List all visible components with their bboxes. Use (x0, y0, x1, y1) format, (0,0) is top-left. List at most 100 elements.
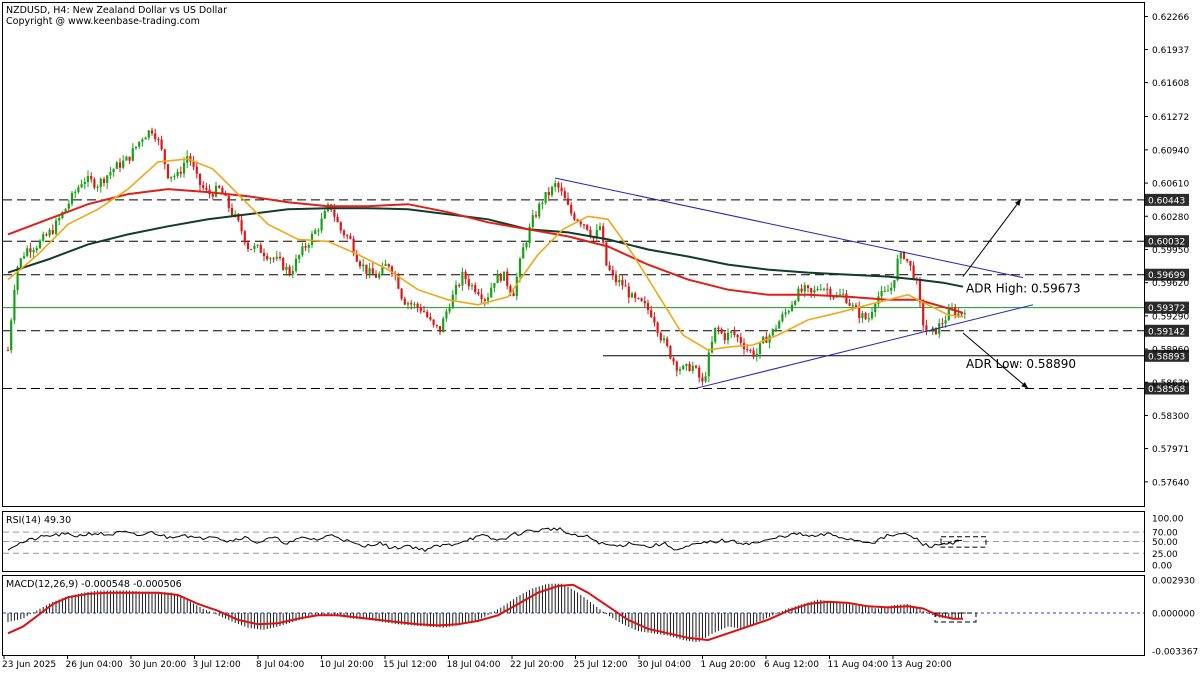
arrow-head (1021, 382, 1028, 389)
candle-body (698, 367, 701, 378)
candle-body (486, 297, 490, 301)
candle-body (912, 265, 915, 279)
candle-body (515, 276, 518, 297)
candle-body (957, 313, 960, 316)
candle-body (624, 285, 627, 287)
time-tick-label: 26 Jun 04:00 (66, 660, 123, 670)
price-tick-label: 0.59950 (1152, 246, 1189, 256)
candle-body (662, 338, 666, 341)
candle-body (858, 307, 861, 319)
projection-arrow (962, 332, 1029, 389)
candle-body (29, 248, 32, 253)
candle-body (842, 293, 845, 295)
candle-body (854, 305, 858, 308)
candle-body (864, 313, 867, 319)
macd-tick-label: 0.002930 (1152, 577, 1195, 587)
candle-body (931, 327, 934, 331)
candle-body (61, 212, 64, 218)
candle-body (371, 268, 374, 274)
candle-body (198, 173, 202, 186)
candle-body (566, 198, 570, 205)
candle-body (138, 141, 141, 147)
candle-body (790, 304, 794, 311)
candle-body (298, 255, 301, 259)
candle-body (605, 242, 608, 266)
candle-body (666, 338, 669, 346)
candle-body (656, 322, 659, 334)
candle-body (160, 139, 163, 150)
price-tick-label: 0.60940 (1152, 146, 1189, 156)
price-tick-label: 0.61608 (1152, 79, 1189, 89)
macd-title: MACD(12,26,9) -0.000548 -0.000506 (6, 579, 182, 590)
candle-body (147, 130, 150, 138)
candle-body (678, 369, 682, 371)
candle-body (890, 287, 893, 291)
candle-body (640, 298, 643, 302)
candle-body (448, 308, 451, 312)
candle-body (458, 285, 461, 287)
candle-body (16, 267, 19, 290)
candle-body (874, 303, 877, 312)
candle-body (896, 258, 899, 281)
candle-body (6, 350, 10, 352)
time-tick-label: 30 Jul 04:00 (637, 660, 691, 670)
candle-body (646, 303, 650, 311)
candle-body (51, 230, 54, 234)
candle-body (778, 321, 781, 329)
candle-body (752, 350, 755, 357)
price-tick-label: 0.61937 (1152, 46, 1189, 56)
candle-body (586, 224, 589, 230)
candle-body (902, 252, 906, 259)
rsi-tick-label: 25.00 (1152, 550, 1178, 560)
candle-body (518, 258, 522, 277)
candle-body (499, 273, 502, 281)
candle-body (358, 261, 362, 267)
candle-body (349, 235, 352, 239)
time-tick-label: 10 Jul 20:00 (320, 660, 374, 670)
candle-body (627, 286, 630, 298)
candle-body (288, 266, 291, 275)
main-pane-frame (2, 2, 1145, 507)
rsi-line (7, 527, 963, 552)
price-tick-label: 0.58630 (1152, 379, 1189, 389)
candle-body (557, 183, 560, 188)
candle-body (182, 162, 186, 174)
candle-body (595, 229, 598, 239)
candle-body (237, 214, 240, 221)
candle-body (688, 363, 691, 372)
candle-body (240, 220, 243, 232)
candle-body (659, 333, 662, 341)
candle-body (131, 148, 134, 161)
level-badge-label: 0.58568 (1148, 385, 1185, 395)
candle-body (422, 311, 426, 313)
candle-body (848, 303, 851, 306)
candle-body (230, 207, 234, 216)
candle-body (291, 270, 294, 275)
candle-body (454, 285, 458, 295)
candle-body (221, 187, 224, 194)
candle-body (512, 293, 515, 297)
candle-body (483, 299, 486, 301)
ema-fast-line (7, 158, 964, 351)
candle-body (166, 164, 170, 179)
candle-body (717, 327, 720, 330)
candle-body (819, 289, 822, 291)
copyright-text: Copyright @ www.keenbase-trading.com (6, 16, 200, 27)
candle-body (64, 208, 67, 213)
candle-body (243, 231, 246, 243)
candle-body (99, 178, 102, 187)
candle-body (70, 192, 74, 204)
candle-body (269, 258, 272, 260)
candle-body (960, 313, 963, 315)
rsi-title: RSI(14) 49.30 (6, 515, 71, 526)
level-badge (1145, 349, 1189, 362)
candle-body (474, 285, 477, 293)
arrow-head (1014, 199, 1021, 206)
candle-body (445, 311, 448, 319)
rsi-tick-label: 70.00 (1152, 529, 1178, 539)
candle-body (800, 288, 803, 292)
candle-body (102, 178, 106, 184)
candle-body (432, 319, 435, 325)
candle-body (845, 293, 848, 304)
